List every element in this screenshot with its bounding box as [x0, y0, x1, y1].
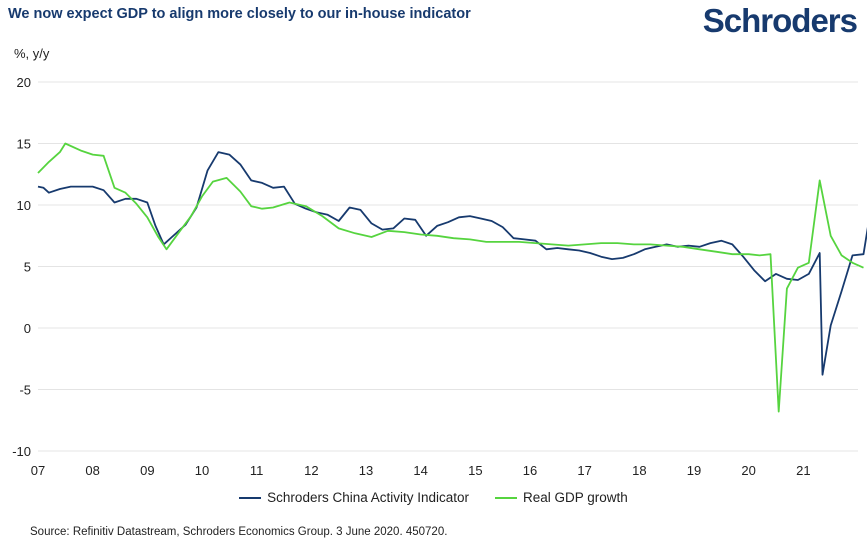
x-tick-label: 07	[31, 463, 45, 478]
legend-label-indicator: Schroders China Activity Indicator	[267, 490, 470, 505]
x-tick-label: 18	[632, 463, 646, 478]
y-tick-label: 20	[17, 75, 31, 90]
x-tick-label: 08	[85, 463, 99, 478]
x-tick-label: 10	[195, 463, 209, 478]
schroders-logo: Schroders	[702, 2, 858, 39]
y-tick-label: 10	[17, 198, 31, 213]
gridlines	[38, 81, 858, 452]
y-tick-label: 5	[24, 260, 31, 275]
x-tick-label: 12	[304, 463, 318, 478]
x-tick-label: 11	[250, 463, 264, 478]
x-tick-label: 20	[741, 463, 755, 478]
y-tick-labels: 20 15 10 5 0 -5 -10	[12, 75, 31, 459]
legend-label-gdp: Real GDP growth	[523, 490, 628, 505]
series-lines	[37, 142, 867, 413]
series-line-indicator	[37, 151, 867, 376]
legend-item-gdp: Real GDP growth	[495, 490, 628, 505]
x-tick-labels: 07 08 09 10 11 12 13 14 15 16 17 18 19 20 21	[31, 463, 811, 478]
x-tick-label: 21	[796, 463, 810, 478]
y-tick-label: 15	[17, 137, 31, 152]
x-tick-label: 09	[140, 463, 154, 478]
x-tick-label: 16	[523, 463, 537, 478]
x-tick-label: 13	[359, 463, 373, 478]
y-tick-label: 0	[24, 321, 31, 336]
chart-title: We now expect GDP to align more closely …	[8, 6, 471, 22]
legend-item-indicator: Schroders China Activity Indicator	[239, 490, 469, 505]
y-axis-label: %, y/y	[14, 46, 50, 61]
y-tick-label: -5	[19, 383, 31, 398]
legend-swatch-gdp	[495, 496, 518, 499]
y-tick-label: -10	[12, 444, 31, 459]
x-tick-label: 19	[687, 463, 701, 478]
source-note: Source: Refinitiv Datastream, Schroders …	[30, 526, 448, 538]
legend-swatch-indicator	[239, 496, 262, 499]
legend: Schroders China Activity Indicator Real …	[0, 490, 867, 505]
series-line-gdp	[37, 142, 864, 413]
x-tick-label: 14	[413, 463, 427, 478]
x-tick-label: 15	[468, 463, 482, 478]
x-tick-label: 17	[577, 463, 591, 478]
